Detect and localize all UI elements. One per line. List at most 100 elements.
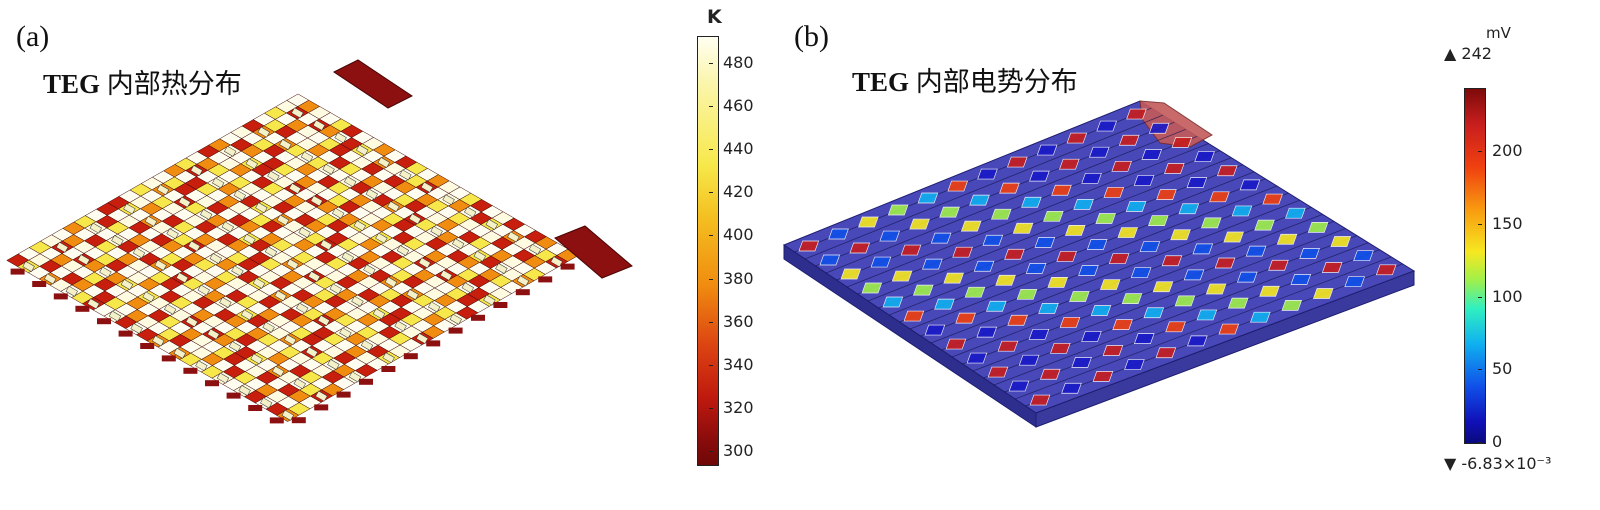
heat-pad — [452, 238, 465, 250]
interconnect-line — [909, 185, 1278, 330]
heat-bottom-tab — [10, 268, 25, 275]
interconnect-line — [899, 178, 1266, 323]
potential-leg — [955, 312, 976, 324]
interconnect-line — [951, 213, 1323, 358]
heat-bottom-tab — [205, 380, 219, 387]
colorbar-a-tick-mark — [709, 364, 713, 366]
interconnect-lines — [794, 107, 1403, 407]
heat-pad — [228, 341, 242, 352]
heat-pad — [363, 264, 376, 276]
interconnect-line — [1014, 256, 1392, 400]
interconnect-line — [993, 242, 1369, 386]
potential-leg — [1330, 236, 1352, 247]
potential-leg — [1178, 203, 1200, 215]
heat-pad — [305, 346, 318, 358]
heat-pad — [22, 261, 35, 272]
heat-pad — [173, 347, 186, 359]
potential-leg — [1268, 259, 1289, 271]
heat-pad — [200, 209, 213, 220]
potential-leg — [1095, 213, 1116, 224]
potential-leg — [1103, 187, 1125, 198]
heat-pad — [461, 282, 474, 294]
potential-leg — [1227, 297, 1249, 309]
potential-leg — [1218, 323, 1240, 335]
potential-leg — [1148, 215, 1169, 226]
potential-leg — [1259, 285, 1280, 297]
potential-leg — [1059, 158, 1080, 170]
potential-leg — [999, 182, 1020, 194]
potential-leg — [1059, 317, 1081, 328]
heat-pad — [209, 253, 222, 264]
potential-leg — [1139, 241, 1161, 253]
heat-pad — [257, 126, 270, 138]
heat-pad — [351, 295, 364, 307]
panel-b-title: TEG 内部电势分布 — [852, 60, 1078, 99]
heat-pad — [382, 352, 395, 364]
heat-bottom-tab — [403, 353, 418, 360]
potential-leg — [1040, 368, 1061, 380]
potential-leg — [1307, 222, 1329, 233]
potential-leg — [1281, 300, 1303, 311]
heat-pad — [384, 276, 398, 288]
potential-leg — [1061, 382, 1082, 394]
panel-b-label: (b) — [794, 20, 829, 53]
potential-leg — [1086, 239, 1108, 250]
heat-pad — [312, 119, 326, 131]
colorbar-a-tick-mark — [709, 106, 713, 108]
heat-bottom-tab — [336, 391, 351, 398]
potential-leg — [1161, 255, 1183, 267]
potential-leg — [1171, 137, 1193, 148]
heat-pad — [176, 272, 189, 284]
heat-bottom-tab — [248, 405, 263, 411]
potential-leg — [1081, 172, 1102, 184]
potential-leg — [1223, 231, 1244, 243]
potential-leg — [1125, 201, 1147, 212]
potential-leg — [1029, 394, 1051, 406]
colorbar-a-tick-label: 340 — [723, 354, 754, 374]
potential-leg — [1214, 257, 1236, 269]
colorbar-a-unit: K — [707, 6, 722, 28]
potential-leg — [1090, 305, 1112, 316]
thermocouple-array — [6, 93, 580, 424]
potential-leg — [1121, 293, 1143, 304]
interconnect-line — [941, 206, 1312, 351]
heat-bottom-tab — [471, 314, 485, 321]
potential-leg — [891, 270, 913, 282]
heat-pad — [144, 215, 158, 227]
heat-pad — [300, 151, 314, 163]
heat-pad — [252, 277, 266, 289]
colorbar-b-tick-mark — [1478, 223, 1482, 225]
potential-leg — [1148, 122, 1170, 134]
potential-leg — [1231, 205, 1253, 217]
interconnect-line — [878, 164, 1243, 309]
potential-leg — [1117, 227, 1139, 238]
colorbar-a-tick-mark — [709, 321, 713, 323]
colorbar-b-tick-label: 0 — [1492, 432, 1503, 451]
heat-pad — [387, 201, 400, 212]
colorbar-b-max: ▲ 242 — [1444, 44, 1492, 63]
heat-pad — [327, 359, 340, 370]
heat-pad — [291, 107, 304, 119]
heat-pad — [178, 196, 191, 208]
heat-pad — [166, 228, 179, 240]
potential-leg — [1196, 309, 1218, 321]
heat-bottom-tab — [140, 343, 155, 349]
interconnect-line — [815, 121, 1175, 267]
heat-pad — [65, 285, 78, 297]
potential-leg — [861, 282, 883, 294]
heat-bottom-tab — [493, 302, 508, 308]
heat-pad — [408, 213, 422, 225]
potential-leg — [1096, 120, 1117, 132]
potential-leg — [1112, 319, 1133, 330]
heat-pad — [288, 183, 302, 194]
panel-a-title-bold: TEG — [43, 69, 101, 99]
heat-pad — [99, 266, 112, 278]
potential-leg — [1007, 156, 1028, 168]
colorbar-a-tick-mark — [709, 451, 713, 452]
potential-leg — [1043, 210, 1064, 222]
potential-leg — [1236, 271, 1258, 283]
potential-leg — [879, 230, 900, 242]
heat-pad — [123, 203, 136, 215]
interconnect-line — [920, 192, 1289, 337]
electrode-tab-right — [554, 225, 633, 279]
